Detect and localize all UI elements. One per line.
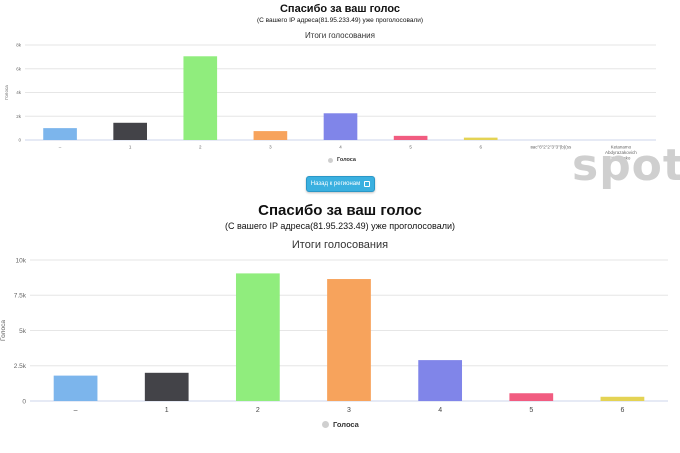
x-tick-label: Ketaenko [611,156,631,161]
x-tick-label: 2 [199,145,202,150]
x-tick-label: Ketanamo [611,145,632,150]
bar [327,279,371,401]
y-tick-label: 2k [16,114,22,119]
page-title: Спасибо за ваш голос [279,3,401,15]
x-tick-label: 6 [479,145,482,150]
x-tick-label: 1 [165,407,169,414]
legend-marker [328,157,333,163]
y-tick-label: 0 [22,398,26,405]
y-tick-label: 2.5k [14,363,27,370]
x-tick-label: 5 [529,407,533,414]
y-tick-label: 4k [16,90,22,95]
page-subtitle: (С вашего IP адреса(81.95.233.49) уже пр… [225,221,455,231]
legend-marker [322,421,329,428]
chart-legend[interactable]: Голоса [328,157,356,163]
bar [393,135,428,140]
bar [144,372,189,401]
x-tick-label: 2 [256,407,260,414]
y-tick-label: 5k [19,328,27,335]
bar [53,375,98,401]
bar [509,393,554,401]
arrow-box-icon [364,181,371,187]
x-tick-label: вас"б"2"2"3"3"(b)(ss [530,145,572,150]
x-tick-label: 4 [438,407,442,414]
y-tick-label: 0 [18,138,21,143]
x-tick-label: 5 [409,145,412,150]
x-tick-label: 6 [620,407,624,414]
chart-title: Итоги голосования [305,31,375,40]
bar [323,113,358,140]
chart-top: 0 2k 4k 6k 8k Голоса – 1 2 3 4 5 6 вас"б"2"2"3"3"(b)(… [4,43,656,161]
bar [113,122,147,140]
x-tick-label: 3 [347,407,351,414]
bar [183,56,218,140]
x-tick-label: Abdyrazakovich [605,150,637,155]
bar [253,131,288,140]
page-subtitle: (С вашего IP адреса(81.95.233.49) уже пр… [256,17,424,24]
back-button-label: Назад к регионам [310,181,361,187]
x-tick-label: 1 [129,145,132,150]
bar [463,137,498,140]
legend-label: Голоса [337,157,356,163]
x-tick-label: 3 [269,145,272,150]
y-tick-label: 10k [16,257,27,264]
legend-label: Голоса [333,420,359,429]
y-tick-label: 7.5k [14,293,27,300]
x-tick-label: – [74,407,78,414]
page-title: Спасибо за ваш голос [258,202,422,219]
back-to-regions-button[interactable]: Назад к регионам [306,176,375,192]
y-axis-label: Голоса [4,85,9,100]
x-tick-label: 4 [339,145,342,150]
y-tick-label: 6k [16,66,22,71]
bar [43,128,77,140]
chart-title: Итоги голосования [291,239,389,251]
chart-legend[interactable]: Голоса [322,420,359,429]
bar [600,396,645,401]
bar [418,360,463,401]
spot-watermark: spot [572,140,680,191]
bar [235,273,280,401]
x-tick-label: – [59,145,62,150]
y-axis-label: Голоса [0,320,7,341]
y-tick-label: 8k [16,43,22,48]
